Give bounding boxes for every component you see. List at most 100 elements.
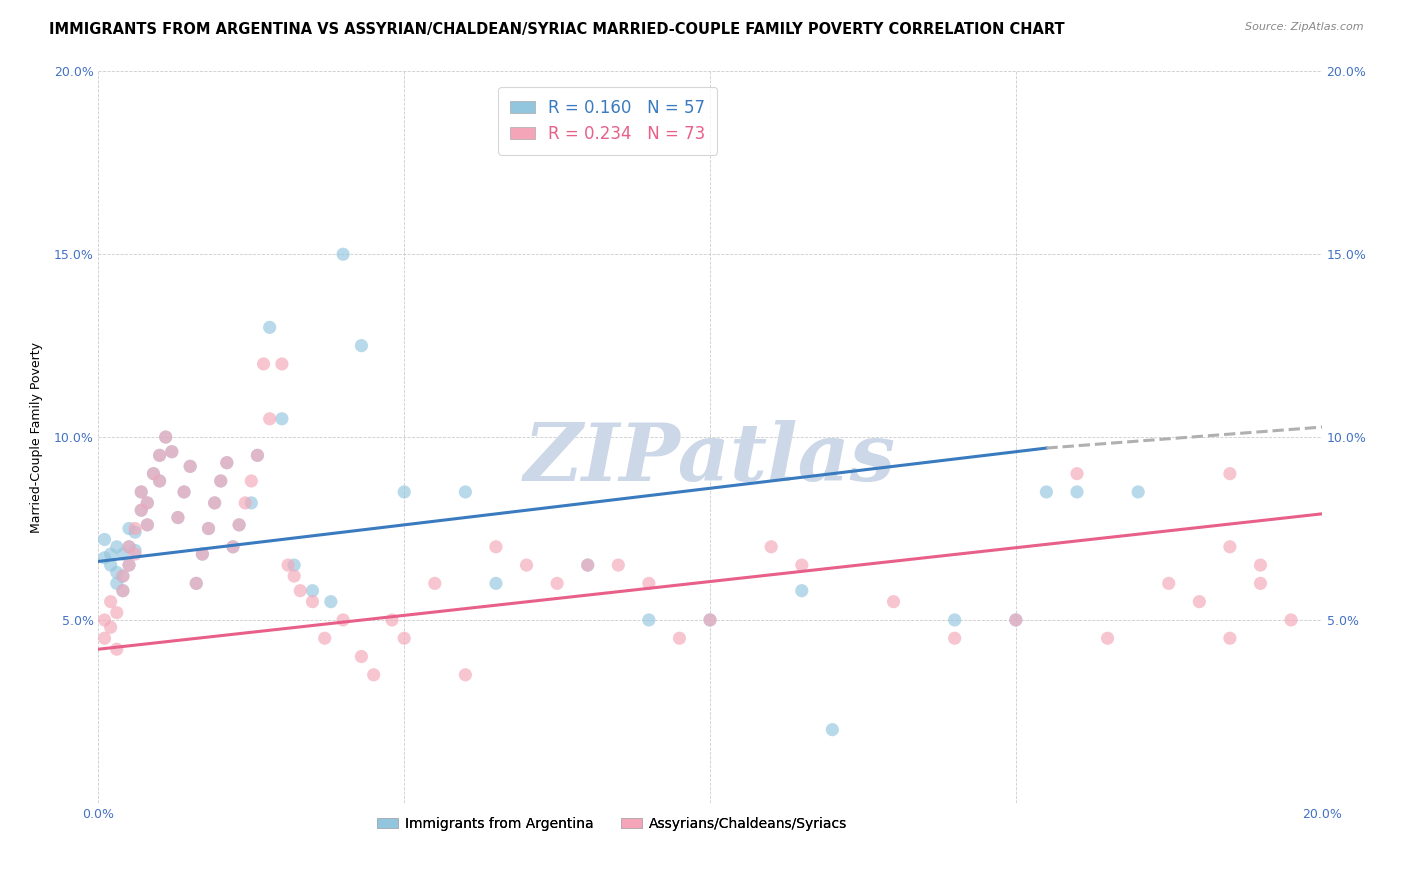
Point [290,583,312,598]
Point [149,448,172,462]
Point [1219,632,1241,646]
Point [259,320,281,334]
Point [1035,485,1057,500]
Point [1097,632,1119,646]
Point [1157,576,1180,591]
Point [136,517,159,532]
Point [283,569,305,583]
Point [204,496,226,510]
Point [118,540,141,554]
Point [129,485,152,500]
Point [93,550,115,565]
Point [105,576,128,591]
Point [233,496,256,510]
Point [149,474,172,488]
Point [100,547,122,561]
Point [160,444,183,458]
Point [93,613,115,627]
Point [699,613,721,627]
Point [943,632,966,646]
Point [1188,594,1211,608]
Point [423,576,446,591]
Point [105,606,128,620]
Point [124,525,146,540]
Point [350,649,373,664]
Point [301,594,323,608]
Point [105,540,128,554]
Point [485,576,508,591]
Point [301,583,323,598]
Point [246,448,269,462]
Point [607,558,630,573]
Point [197,521,219,535]
Point [270,357,292,371]
Point [111,583,134,598]
Point [228,517,250,532]
Point [118,558,141,573]
Point [100,558,122,573]
Point [129,503,152,517]
Point [179,459,201,474]
Point [943,613,966,627]
Point [191,547,214,561]
Point [454,485,477,500]
Point [1128,485,1150,500]
Point [173,485,195,500]
Point [160,444,183,458]
Point [485,540,508,554]
Point [246,448,269,462]
Point [142,467,165,481]
Point [215,456,238,470]
Point [118,521,141,535]
Point [332,613,354,627]
Point [699,613,721,627]
Point [1279,613,1302,627]
Point [228,517,250,532]
Point [790,558,813,573]
Point [392,485,416,500]
Point [270,412,292,426]
Point [93,632,115,646]
Point [149,474,172,488]
Point [883,594,905,608]
Point [759,540,782,554]
Point [821,723,844,737]
Point [136,496,159,510]
Point [392,632,416,646]
Point [129,485,152,500]
Point [111,583,134,598]
Point [215,456,238,470]
Text: Source: ZipAtlas.com: Source: ZipAtlas.com [1246,22,1364,32]
Point [186,576,208,591]
Point [350,338,373,352]
Point [186,576,208,591]
Point [197,521,219,535]
Point [1219,467,1241,481]
Point [118,558,141,573]
Point [142,467,165,481]
Point [1249,576,1271,591]
Point [790,583,813,598]
Point [668,632,690,646]
Point [136,517,159,532]
Point [111,569,134,583]
Point [191,547,214,561]
Point [1219,540,1241,554]
Point [1066,467,1088,481]
Point [118,540,141,554]
Point [576,558,599,573]
Point [100,620,122,634]
Point [252,357,274,371]
Point [1004,613,1026,627]
Point [204,496,226,510]
Point [124,543,146,558]
Point [105,566,128,580]
Point [222,540,245,554]
Point [111,569,134,583]
Point [173,485,195,500]
Point [136,496,159,510]
Point [155,430,177,444]
Point [240,496,263,510]
Point [314,632,336,646]
Point [209,474,232,488]
